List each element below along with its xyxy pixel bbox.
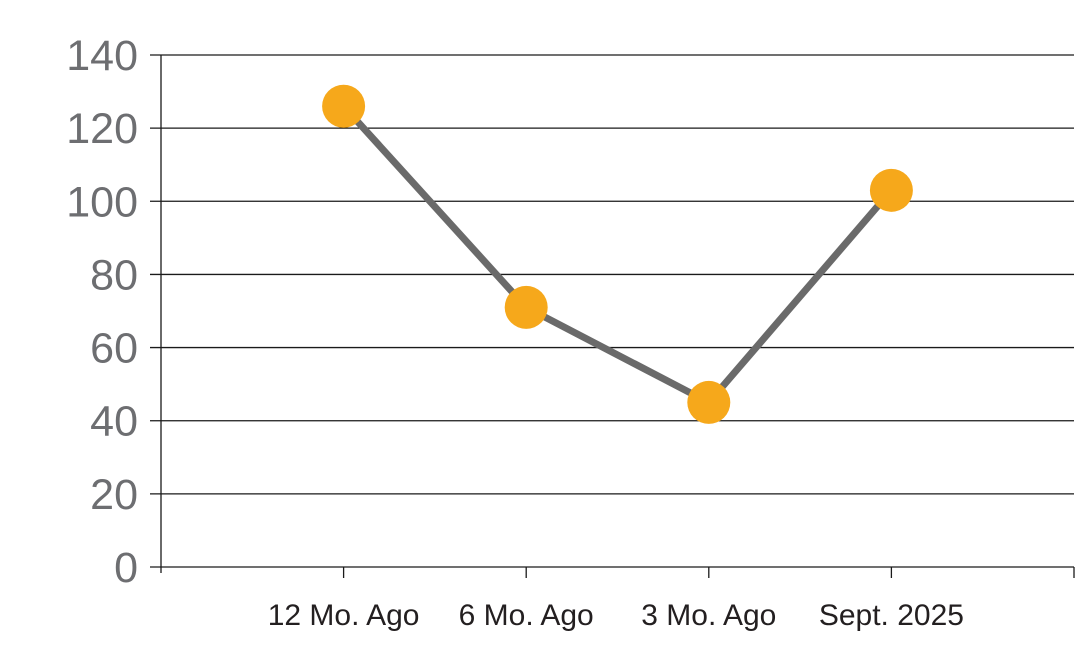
x-axis-category-label: Sept. 2025 (819, 599, 964, 632)
data-point-marker (687, 380, 731, 424)
data-point-marker (869, 168, 913, 212)
x-axis-category-label: 12 Mo. Ago (268, 599, 420, 632)
data-point-marker (322, 84, 366, 128)
y-axis-tick-label: 120 (66, 105, 138, 153)
y-axis-tick-label: 100 (66, 178, 138, 226)
y-axis-tick-label: 0 (114, 544, 138, 592)
y-axis-tick-label: 80 (90, 251, 138, 299)
x-axis-category-label: 3 Mo. Ago (641, 599, 776, 632)
y-axis-tick-label: 60 (90, 325, 138, 373)
y-axis-tick-label: 20 (90, 471, 138, 519)
data-point-marker (504, 285, 548, 329)
x-axis-category-label: 6 Mo. Ago (459, 599, 594, 632)
y-axis-tick-label: 40 (90, 398, 138, 446)
data-line (341, 103, 895, 407)
y-axis-tick-label: 140 (66, 32, 138, 80)
